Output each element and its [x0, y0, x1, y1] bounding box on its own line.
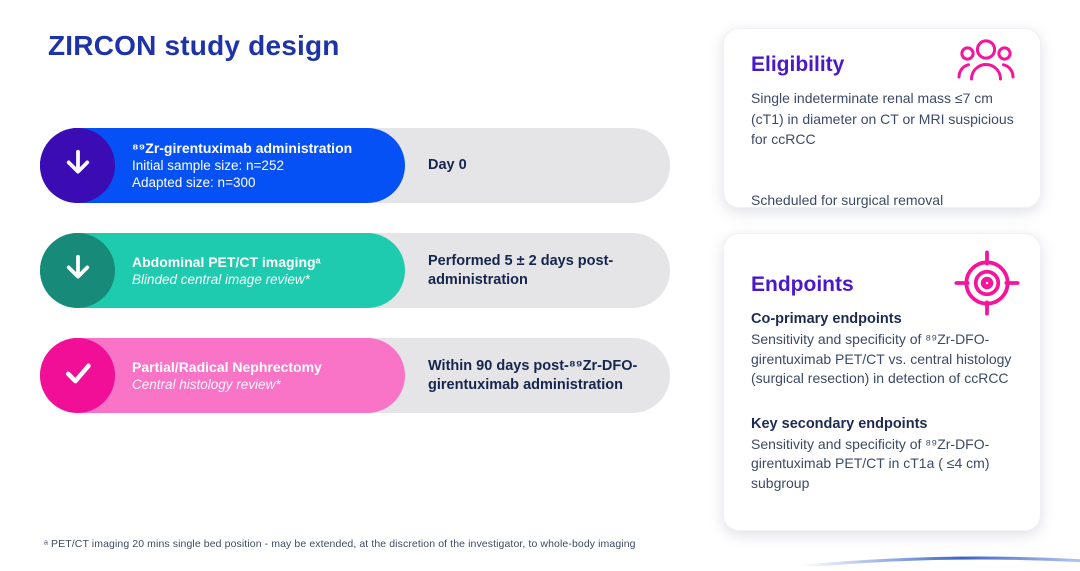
step-line: Adapted size: n=300	[132, 175, 256, 190]
eligibility-criteria-text: Single indeterminate renal mass ≤7 cm (c…	[751, 90, 1014, 147]
step-line: Blinded central image review*	[132, 271, 310, 287]
timing-label: Performed 5 ± 2 days post-administration	[428, 252, 614, 288]
step-circle	[40, 338, 115, 413]
step-line: Initial sample size: n=252	[132, 158, 284, 173]
eligibility-surgery-text: Scheduled for surgical removal	[751, 191, 944, 208]
eligibility-title: Eligibility	[751, 53, 845, 76]
arrow-down-icon	[60, 145, 96, 186]
secondary-endpoints-text: Sensitivity and specificity of ⁸⁹Zr-DFO-…	[751, 435, 990, 491]
footnote: ᵃ PET/CT imaging 20 mins single bed posi…	[44, 538, 636, 550]
step-title: ⁸⁹Zr-girentuximab administration	[132, 140, 353, 156]
secondary-endpoints-heading: Key secondary endpoints	[751, 415, 928, 432]
step-text-nephrectomy: Partial/Radical Nephrectomy Central hist…	[132, 338, 397, 413]
decorative-arc	[800, 553, 1080, 571]
step-title: Partial/Radical Nephrectomy	[132, 358, 322, 375]
coprimary-endpoints-heading: Co-primary endpoints	[751, 311, 902, 327]
timeline-row-administration: ⁸⁹Zr-girentuximab administration Initial…	[40, 128, 670, 203]
step-title: Abdominal PET/CT imagingᵃ	[132, 253, 321, 270]
eligibility-card: Eligibility Single indeterminate renal m…	[723, 28, 1041, 208]
page-title: ZIRCON study design	[48, 30, 340, 61]
endpoints-card: Endpoints Co-primary endpoints Sensitivi…	[723, 233, 1041, 531]
step-circle	[40, 128, 115, 203]
step-text-administration: ⁸⁹Zr-girentuximab administration Initial…	[132, 128, 397, 203]
arrow-down-icon	[60, 250, 96, 291]
timeline-row-imaging: Abdominal PET/CT imagingᵃ Blinded centra…	[40, 233, 670, 308]
timing-label: Within 90 days post-⁸⁹Zr-DFO-girentuxima…	[428, 357, 638, 393]
timing-label: Day 0	[428, 157, 467, 173]
coprimary-endpoints-text: Sensitivity and specificity of ⁸⁹Zr-DFO-…	[751, 331, 1012, 386]
people-icon	[956, 35, 1016, 96]
endpoints-title: Endpoints	[751, 273, 854, 296]
step-text-imaging: Abdominal PET/CT imagingᵃ Blinded centra…	[132, 233, 397, 308]
timeline-row-nephrectomy: Partial/Radical Nephrectomy Central hist…	[40, 338, 670, 413]
check-icon	[60, 355, 96, 396]
step-line: Central histology review*	[132, 376, 281, 392]
step-circle	[40, 233, 115, 308]
target-icon	[952, 248, 1022, 323]
